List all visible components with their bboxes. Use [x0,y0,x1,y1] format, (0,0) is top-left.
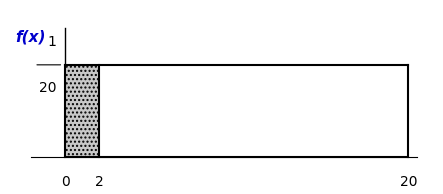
Text: f(x): f(x) [16,30,46,45]
Text: 1: 1 [47,35,57,49]
Text: 20: 20 [400,175,417,189]
Text: 20: 20 [39,81,57,95]
Text: 0: 0 [61,175,70,189]
Text: 2: 2 [95,175,104,189]
Bar [65,65,99,157]
